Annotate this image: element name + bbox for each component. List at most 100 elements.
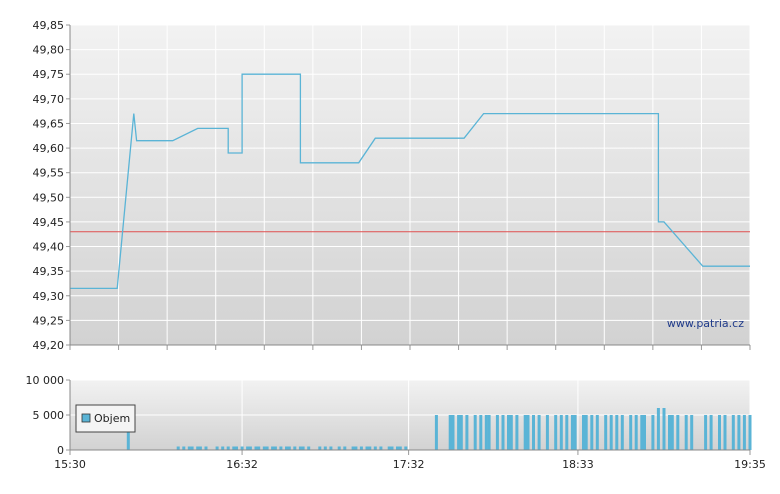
volume-bar xyxy=(565,415,569,450)
volume-bar xyxy=(262,446,266,450)
volume-bar xyxy=(501,415,505,450)
volume-bar xyxy=(373,446,377,450)
volume-bar xyxy=(484,415,488,450)
volume-bar xyxy=(257,446,261,450)
volume-tick-label: 5 000 xyxy=(33,409,65,422)
volume-bar xyxy=(704,415,708,450)
volume-bar xyxy=(448,415,452,450)
volume-bar xyxy=(398,446,402,450)
legend-swatch xyxy=(81,413,91,423)
volume-bar xyxy=(293,446,297,450)
volume-bar xyxy=(670,415,674,450)
volume-bar xyxy=(479,415,483,450)
volume-bar xyxy=(742,415,746,450)
volume-bar xyxy=(254,446,258,450)
volume-bar xyxy=(643,415,646,450)
price-tick-label: 49,55 xyxy=(33,167,65,180)
volume-bar xyxy=(285,446,288,450)
volume-bar xyxy=(226,446,230,450)
time-tick-label: 17:32 xyxy=(393,458,425,471)
price-tick-label: 49,60 xyxy=(33,142,65,155)
volume-bar xyxy=(198,446,202,450)
volume-bar xyxy=(368,446,372,450)
volume-bar xyxy=(615,415,619,450)
volume-bar xyxy=(246,446,250,450)
volume-bar xyxy=(271,446,275,450)
volume-tick-label: 10 000 xyxy=(26,374,65,387)
volume-bar xyxy=(187,446,191,450)
volume-bar xyxy=(515,415,519,450)
volume-bar xyxy=(554,415,558,450)
volume-bar xyxy=(629,415,633,450)
volume-bar xyxy=(668,415,671,450)
volume-bar xyxy=(215,446,219,450)
volume-bar xyxy=(559,415,563,450)
volume-bar xyxy=(507,415,510,450)
volume-bar xyxy=(532,415,535,450)
price-tick-label: 49,20 xyxy=(33,339,65,352)
volume-bar xyxy=(265,446,269,450)
volume-bar xyxy=(182,446,186,450)
volume-bar xyxy=(343,446,347,450)
volume-bar xyxy=(582,415,585,450)
volume-bar xyxy=(279,446,283,450)
volume-bar xyxy=(640,415,644,450)
volume-bar xyxy=(690,415,694,450)
volume-bar xyxy=(731,415,735,450)
volume-bar xyxy=(248,446,252,450)
price-tick-label: 49,45 xyxy=(33,216,65,229)
volume-bar xyxy=(221,446,225,450)
volume-bar xyxy=(298,446,302,450)
price-tick-label: 49,70 xyxy=(33,93,65,106)
volume-bar xyxy=(273,446,277,450)
volume-bar xyxy=(595,415,599,450)
volume-legend: Objem xyxy=(75,404,136,433)
price-tick-label: 49,35 xyxy=(33,265,65,278)
volume-bar xyxy=(570,415,574,450)
volume-bar xyxy=(307,446,311,450)
volume-bar xyxy=(301,446,305,450)
volume-bar xyxy=(737,415,741,450)
legend-label: Objem xyxy=(94,412,130,425)
volume-bar xyxy=(318,446,322,450)
volume-bar xyxy=(604,415,608,450)
volume-bar xyxy=(329,446,333,450)
volume-bar xyxy=(656,408,660,450)
volume-bar xyxy=(451,415,455,450)
volume-bar xyxy=(723,415,727,450)
volume-bar xyxy=(351,446,355,450)
watermark: www.patria.cz xyxy=(667,317,744,330)
price-line xyxy=(70,73,750,290)
price-tick-label: 49,30 xyxy=(33,290,65,303)
volume-bar xyxy=(487,415,491,450)
volume-bar xyxy=(354,446,358,450)
time-tick-label: 16:32 xyxy=(226,458,258,471)
volume-bar xyxy=(232,446,236,450)
price-panel: 49,20 49,25 49,30 49,35 49,40 49,45 49,50 49,55… xyxy=(33,19,751,352)
price-tick-label: 49,75 xyxy=(33,68,65,81)
volume-bar xyxy=(684,415,688,450)
volume-bar xyxy=(609,415,613,450)
volume-bar xyxy=(662,408,666,450)
volume-bar xyxy=(473,415,477,450)
price-tick-label: 49,65 xyxy=(33,117,65,130)
volume-bar xyxy=(676,415,680,450)
volume-bar xyxy=(379,446,383,450)
volume-bar xyxy=(337,446,341,450)
volume-bar xyxy=(545,415,549,450)
time-tick-label: 15:30 xyxy=(54,458,86,471)
volume-bar xyxy=(190,446,194,450)
volume-bar xyxy=(526,415,530,450)
volume-bar xyxy=(287,446,291,450)
volume-bar xyxy=(404,446,408,450)
volume-bar xyxy=(204,446,208,450)
price-tick-label: 49,80 xyxy=(33,44,65,57)
volume-bar xyxy=(590,415,594,450)
price-tick-label: 49,25 xyxy=(33,314,65,327)
volume-bar xyxy=(434,415,438,450)
volume-bar xyxy=(620,415,624,450)
volume-bar xyxy=(387,446,391,450)
volume-bar xyxy=(584,415,588,450)
